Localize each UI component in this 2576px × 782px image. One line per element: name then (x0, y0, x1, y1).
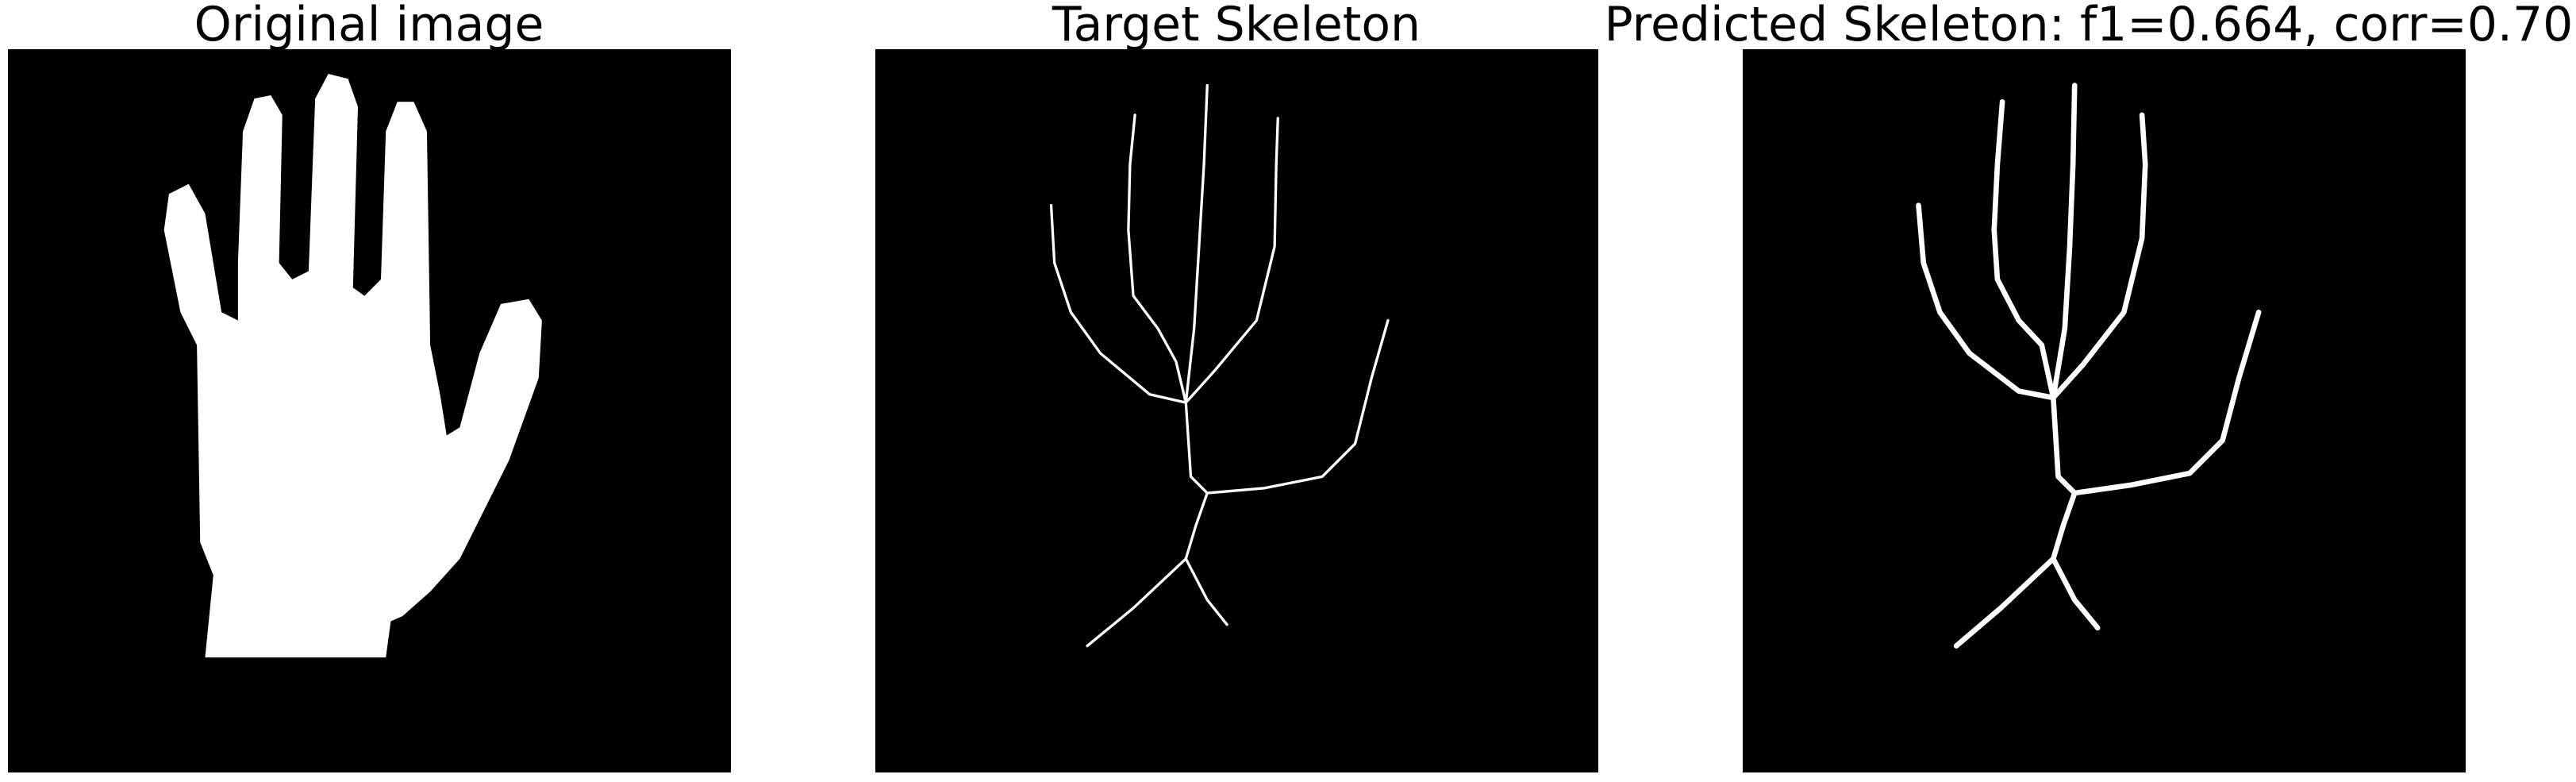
skeleton (1049, 83, 1390, 648)
skeleton-image (1049, 83, 1390, 648)
panel-title: Predicted Skeleton: f1=0.664, corr=0.703 (1604, 0, 2576, 52)
hand (163, 74, 542, 658)
hand-image (163, 74, 542, 658)
skeleton (1916, 83, 2262, 649)
predicted-skeleton (1743, 49, 2466, 772)
panel-title: Target Skeleton (1052, 0, 1421, 52)
skeleton-image (1916, 83, 2262, 649)
target-skeleton (875, 49, 1598, 772)
panel-title: Original image (194, 0, 544, 52)
original-image (8, 49, 731, 772)
